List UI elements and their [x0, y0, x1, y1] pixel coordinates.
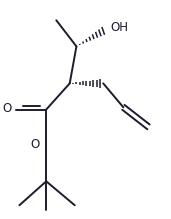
Text: O: O — [31, 138, 40, 151]
Text: O: O — [3, 102, 12, 115]
Text: OH: OH — [111, 21, 129, 34]
